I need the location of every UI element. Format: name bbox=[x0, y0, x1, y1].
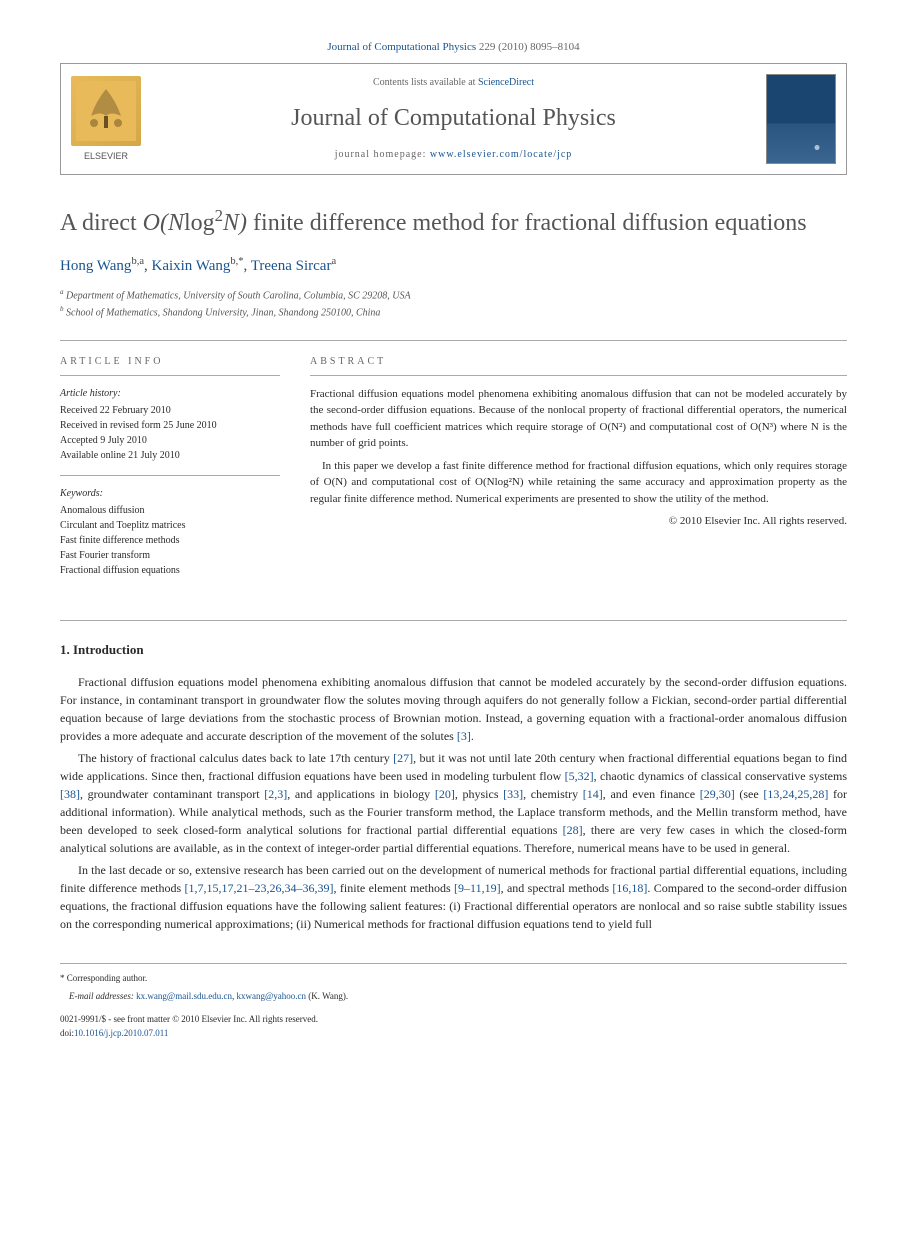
header-center: Contents lists available at ScienceDirec… bbox=[151, 64, 756, 174]
history-label: Article history: bbox=[60, 386, 280, 401]
body-para: Fractional diffusion equations model phe… bbox=[60, 673, 847, 745]
email-link[interactable]: kxwang@yahoo.cn bbox=[236, 991, 306, 1001]
ref-link[interactable]: [2,3] bbox=[264, 787, 287, 801]
journal-cover-icon bbox=[766, 74, 836, 164]
publisher-cell: ELSEVIER bbox=[61, 64, 151, 174]
doi-block: 0021-9991/$ - see front matter © 2010 El… bbox=[60, 1013, 847, 1040]
ref-link[interactable]: [5,32] bbox=[565, 769, 594, 783]
ref-link[interactable]: [29,30] bbox=[700, 787, 735, 801]
page-header-citation: Journal of Computational Physics 229 (20… bbox=[60, 40, 847, 55]
keyword-item: Fast Fourier transform bbox=[60, 548, 280, 563]
history-item: Available online 21 July 2010 bbox=[60, 448, 280, 463]
author-link[interactable]: Treena Sircar bbox=[251, 258, 332, 274]
issn-line: 0021-9991/$ - see front matter © 2010 El… bbox=[60, 1013, 847, 1027]
history-item: Accepted 9 July 2010 bbox=[60, 433, 280, 448]
section-heading: 1. Introduction bbox=[60, 620, 847, 659]
article-info-heading: ARTICLE INFO bbox=[60, 355, 280, 376]
journal-header-box: ELSEVIER Contents lists available at Sci… bbox=[60, 63, 847, 175]
ref-link[interactable]: [20] bbox=[435, 787, 455, 801]
sciencedirect-link[interactable]: ScienceDirect bbox=[478, 77, 534, 88]
body-para: The history of fractional calculus dates… bbox=[60, 749, 847, 857]
ref-link[interactable]: [33] bbox=[503, 787, 523, 801]
article-title: A direct O(Nlog2N) finite difference met… bbox=[60, 205, 847, 239]
affiliation-item: a Department of Mathematics, University … bbox=[60, 287, 847, 303]
history-item: Received in revised form 25 June 2010 bbox=[60, 418, 280, 433]
abstract-col: ABSTRACT Fractional diffusion equations … bbox=[310, 355, 847, 590]
ref-link[interactable]: [9–11,19] bbox=[454, 881, 501, 895]
keywords-label: Keywords: bbox=[60, 486, 280, 501]
keyword-item: Circulant and Toeplitz matrices bbox=[60, 518, 280, 533]
author-link[interactable]: Kaixin Wang bbox=[151, 258, 230, 274]
article-info-col: ARTICLE INFO Article history: Received 2… bbox=[60, 355, 280, 590]
ref-link[interactable]: [1,7,15,17,21–23,26,34–36,39] bbox=[185, 881, 334, 895]
body-text: Fractional diffusion equations model phe… bbox=[60, 673, 847, 933]
ref-link[interactable]: [16,18] bbox=[612, 881, 647, 895]
email-link[interactable]: kx.wang@mail.sdu.edu.cn bbox=[136, 991, 232, 1001]
abstract-heading: ABSTRACT bbox=[310, 355, 847, 376]
doi-link[interactable]: 10.1016/j.jcp.2010.07.011 bbox=[74, 1028, 168, 1038]
homepage-line: journal homepage: www.elsevier.com/locat… bbox=[171, 148, 736, 162]
affiliation-item: b School of Mathematics, Shandong Univer… bbox=[60, 304, 847, 320]
authors-line: Hong Wangb,a, Kaixin Wangb,*, Treena Sir… bbox=[60, 255, 847, 277]
history-block: Article history: Received 22 February 20… bbox=[60, 386, 280, 463]
publisher-name: ELSEVIER bbox=[84, 150, 128, 163]
ref-link[interactable]: [38] bbox=[60, 787, 80, 801]
copyright-line: © 2010 Elsevier Inc. All rights reserved… bbox=[310, 513, 847, 530]
abstract-para: Fractional diffusion equations model phe… bbox=[310, 386, 847, 452]
footer: * Corresponding author. E-mail addresses… bbox=[60, 963, 847, 1040]
doi-line: doi:10.1016/j.jcp.2010.07.011 bbox=[60, 1027, 847, 1041]
ref-link[interactable]: [3] bbox=[457, 729, 471, 743]
abstract-text: Fractional diffusion equations model phe… bbox=[310, 386, 847, 530]
contents-line: Contents lists available at ScienceDirec… bbox=[171, 76, 736, 90]
citation-pages: 229 (2010) 8095–8104 bbox=[479, 41, 580, 53]
keyword-item: Anomalous diffusion bbox=[60, 503, 280, 518]
ref-link[interactable]: [13,24,25,28] bbox=[763, 787, 828, 801]
cover-cell bbox=[756, 64, 846, 174]
citation-journal-link[interactable]: Journal of Computational Physics bbox=[327, 41, 476, 53]
journal-title: Journal of Computational Physics bbox=[171, 102, 736, 136]
ref-link[interactable]: [27] bbox=[393, 751, 413, 765]
keyword-item: Fast finite difference methods bbox=[60, 533, 280, 548]
elsevier-tree-icon bbox=[71, 76, 141, 146]
homepage-url-link[interactable]: www.elsevier.com/locate/jcp bbox=[430, 149, 572, 160]
email-line: E-mail addresses: kx.wang@mail.sdu.edu.c… bbox=[60, 990, 847, 1004]
ref-link[interactable]: [14] bbox=[583, 787, 603, 801]
info-abstract-row: ARTICLE INFO Article history: Received 2… bbox=[60, 340, 847, 590]
author-link[interactable]: Hong Wang bbox=[60, 258, 131, 274]
affiliations-block: a Department of Mathematics, University … bbox=[60, 287, 847, 320]
abstract-para: In this paper we develop a fast finite d… bbox=[310, 458, 847, 508]
corresponding-author: * Corresponding author. bbox=[60, 972, 847, 986]
keywords-block: Keywords: Anomalous diffusion Circulant … bbox=[60, 475, 280, 578]
body-para: In the last decade or so, extensive rese… bbox=[60, 861, 847, 933]
keyword-item: Fractional diffusion equations bbox=[60, 563, 280, 578]
ref-link[interactable]: [28] bbox=[563, 823, 583, 837]
history-item: Received 22 February 2010 bbox=[60, 403, 280, 418]
